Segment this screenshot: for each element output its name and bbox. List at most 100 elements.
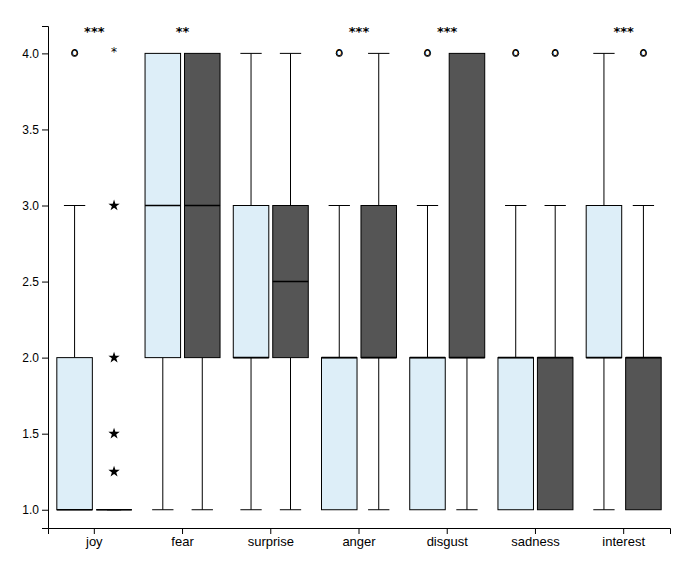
annotation: o (640, 45, 647, 59)
tick-label: 2.5 (22, 275, 39, 289)
annotation: *** (349, 24, 370, 39)
tick-mark (42, 510, 48, 511)
whisker-cap (593, 509, 614, 510)
tick: 2.5 (22, 275, 48, 289)
median (626, 357, 662, 359)
median (586, 357, 622, 359)
whisker-cap (280, 53, 301, 54)
annotation: o (71, 45, 78, 59)
annotations: ***o******o***ooo***o (71, 24, 647, 59)
box (586, 53, 622, 509)
outlier (108, 466, 119, 477)
tick-mark (42, 53, 48, 54)
box-body (410, 358, 446, 510)
median (185, 205, 221, 207)
whisker-cap (593, 53, 614, 54)
box (361, 53, 397, 509)
tick: 2.0 (22, 351, 48, 365)
whisker (378, 53, 379, 205)
chart: 1.01.52.02.53.03.54.0joyfearsurpriseange… (0, 0, 685, 564)
box-body (273, 206, 309, 358)
median (273, 281, 309, 283)
tick-mark (182, 528, 183, 534)
median (96, 509, 132, 511)
tick-mark (42, 206, 48, 207)
y-axis: 1.01.52.02.53.03.54.0 (22, 27, 48, 529)
median (145, 205, 181, 207)
plot-area (57, 50, 661, 509)
whisker (466, 358, 467, 510)
annotation: o (424, 45, 431, 59)
outlier (108, 428, 119, 439)
box (410, 50, 446, 509)
whisker (603, 53, 604, 205)
box (96, 200, 132, 510)
median (537, 357, 573, 359)
median (498, 357, 534, 359)
tick-label: fear (171, 534, 194, 549)
whisker (555, 206, 556, 358)
whisker-cap (280, 509, 301, 510)
tick: fear (171, 528, 194, 549)
tick: surprise (248, 528, 294, 549)
box (233, 53, 269, 509)
whisker (202, 358, 203, 510)
tick-label: 2.0 (22, 351, 39, 365)
tick-label: 4.0 (22, 47, 39, 61)
tick: interest (602, 528, 645, 549)
whisker-cap (545, 205, 566, 206)
outlier (108, 200, 119, 211)
whisker-cap (192, 509, 213, 510)
tick-label: interest (602, 534, 645, 549)
annotation: *** (613, 24, 634, 39)
whisker-cap (633, 205, 654, 206)
tick-mark (42, 129, 48, 130)
tick-label: anger (342, 534, 376, 549)
tick: 1.0 (22, 503, 48, 517)
tick-mark (42, 434, 48, 435)
tick-label: sadness (511, 534, 560, 549)
tick-label: 3.0 (22, 199, 39, 213)
box (449, 53, 485, 509)
box (57, 50, 93, 509)
annotation: o (552, 45, 559, 59)
annotation: *** (437, 24, 458, 39)
whisker-cap (240, 53, 261, 54)
box-body (57, 358, 93, 510)
whisker (290, 358, 291, 510)
box (273, 53, 309, 509)
tick-label: 3.5 (22, 123, 39, 137)
median (233, 357, 269, 359)
tick: joy (85, 528, 103, 549)
median (361, 357, 397, 359)
box (185, 53, 221, 509)
whisker-cap (64, 205, 85, 206)
median (322, 357, 358, 359)
annotation: o (336, 45, 343, 59)
whisker-cap (240, 509, 261, 510)
box-body (145, 53, 181, 357)
box-body (626, 358, 662, 510)
whisker-cap (368, 53, 389, 54)
whisker-cap (417, 205, 438, 206)
tick-label: surprise (248, 534, 294, 549)
box-body (322, 358, 358, 510)
box (498, 50, 534, 509)
tick: 3.0 (22, 199, 48, 213)
tick: 4.0 (22, 47, 48, 61)
whisker (74, 206, 75, 358)
whisker (515, 206, 516, 358)
tick: disgust (427, 528, 469, 549)
whisker-cap (152, 509, 173, 510)
box-body (361, 206, 397, 358)
box (626, 50, 662, 509)
whisker-cap (456, 509, 477, 510)
box-body (96, 509, 132, 510)
whisker-cap (368, 509, 389, 510)
tick: sadness (511, 528, 560, 549)
median (449, 357, 485, 359)
tick-mark (270, 528, 271, 534)
outlier (108, 352, 119, 363)
tick-mark (447, 528, 448, 534)
whisker (339, 206, 340, 358)
